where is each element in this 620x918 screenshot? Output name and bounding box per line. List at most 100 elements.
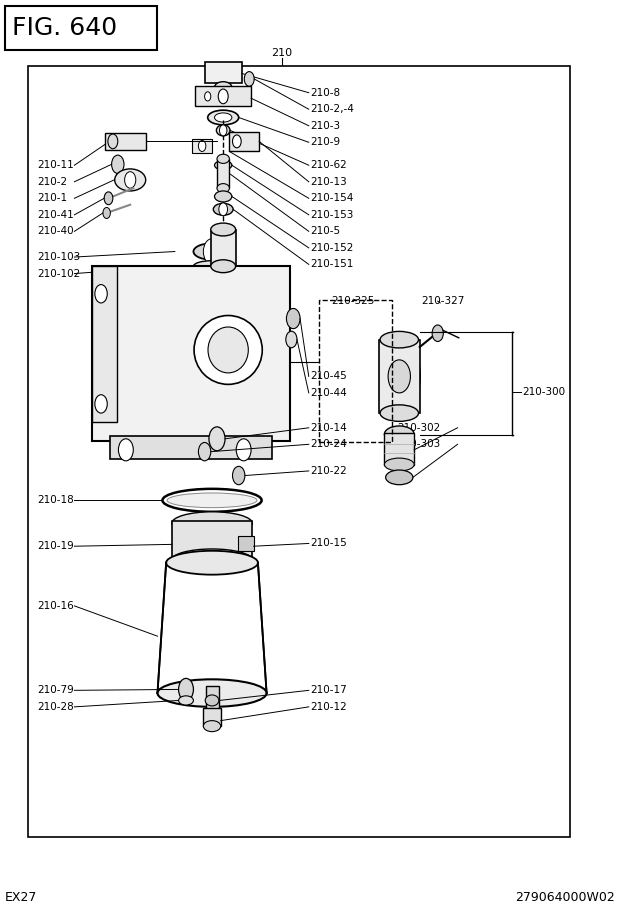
Circle shape: [205, 92, 211, 101]
Circle shape: [232, 135, 241, 148]
Ellipse shape: [211, 260, 236, 273]
Text: 210-9: 210-9: [310, 138, 340, 147]
Text: 210-24: 210-24: [310, 440, 347, 449]
Text: 210-19: 210-19: [37, 542, 74, 551]
Circle shape: [219, 203, 228, 216]
Circle shape: [125, 172, 136, 188]
Bar: [205, 62, 242, 83]
Circle shape: [219, 125, 227, 136]
Bar: [195, 86, 251, 106]
Circle shape: [103, 207, 110, 218]
Text: 210-11: 210-11: [37, 161, 74, 170]
Text: 210-5: 210-5: [310, 227, 340, 236]
Bar: [203, 708, 221, 726]
Text: 210-62: 210-62: [310, 161, 347, 170]
Ellipse shape: [208, 110, 239, 125]
Ellipse shape: [179, 696, 193, 705]
Text: 279064000W02: 279064000W02: [515, 891, 615, 904]
Ellipse shape: [205, 695, 219, 706]
Bar: [379, 340, 420, 413]
Ellipse shape: [217, 154, 229, 163]
Ellipse shape: [167, 493, 257, 508]
Circle shape: [95, 395, 107, 413]
Bar: [110, 436, 272, 459]
Ellipse shape: [216, 125, 230, 136]
Bar: [192, 139, 212, 153]
Text: 210-2,-4: 210-2,-4: [310, 105, 354, 114]
Circle shape: [209, 427, 225, 451]
Circle shape: [104, 192, 113, 205]
Text: 210-102: 210-102: [37, 269, 81, 278]
Circle shape: [286, 331, 297, 348]
Text: 210-28: 210-28: [37, 702, 74, 711]
Text: 210-18: 210-18: [37, 496, 74, 505]
Ellipse shape: [215, 191, 232, 202]
Text: 210-41: 210-41: [37, 210, 74, 219]
Bar: [172, 521, 252, 560]
Text: 210-153: 210-153: [310, 210, 353, 219]
Ellipse shape: [217, 184, 229, 193]
Bar: [5, 6, 157, 50]
Text: 210-15: 210-15: [310, 539, 347, 548]
Circle shape: [198, 140, 206, 151]
Ellipse shape: [193, 243, 231, 260]
Text: 210-16: 210-16: [37, 601, 74, 610]
Bar: [384, 433, 414, 465]
Bar: [157, 563, 267, 693]
Ellipse shape: [215, 82, 232, 93]
Ellipse shape: [208, 327, 248, 373]
Circle shape: [218, 89, 228, 104]
Text: 210-44: 210-44: [310, 388, 347, 397]
Circle shape: [118, 439, 133, 461]
Text: 210-40: 210-40: [37, 227, 74, 236]
Text: 210-327: 210-327: [422, 297, 465, 306]
Circle shape: [112, 155, 124, 174]
Ellipse shape: [384, 426, 414, 442]
Text: 210-151: 210-151: [310, 260, 353, 269]
Ellipse shape: [215, 161, 232, 170]
Ellipse shape: [193, 261, 231, 272]
Bar: [229, 132, 259, 151]
Ellipse shape: [203, 721, 221, 732]
Circle shape: [388, 360, 410, 393]
Circle shape: [286, 308, 300, 329]
Ellipse shape: [115, 169, 146, 191]
Text: 210-2: 210-2: [37, 177, 68, 186]
Bar: [319, 300, 392, 442]
Text: 210: 210: [272, 49, 293, 58]
Bar: [92, 266, 290, 441]
Circle shape: [236, 439, 251, 461]
Circle shape: [108, 134, 118, 149]
Text: 210-45: 210-45: [310, 372, 347, 381]
Circle shape: [203, 239, 221, 264]
Circle shape: [232, 466, 245, 485]
Text: EX27: EX27: [5, 891, 37, 904]
Text: 210-325: 210-325: [332, 297, 375, 306]
Text: 210-79: 210-79: [37, 686, 74, 695]
Bar: [206, 686, 219, 711]
Text: 210-8: 210-8: [310, 88, 340, 97]
Ellipse shape: [380, 331, 419, 348]
Text: 210-22: 210-22: [310, 466, 347, 476]
Bar: [238, 536, 254, 551]
Ellipse shape: [172, 511, 252, 534]
Text: 210-303: 210-303: [397, 440, 440, 449]
Bar: [92, 266, 117, 422]
Ellipse shape: [380, 405, 419, 421]
Circle shape: [95, 285, 107, 303]
Ellipse shape: [379, 339, 420, 414]
Circle shape: [198, 442, 211, 461]
Ellipse shape: [194, 316, 262, 385]
Text: FIG. 640: FIG. 640: [12, 17, 118, 40]
Text: 210-300: 210-300: [522, 387, 565, 397]
Text: 210-154: 210-154: [310, 194, 353, 203]
Text: 210-103: 210-103: [37, 252, 81, 262]
Bar: [211, 230, 236, 266]
Ellipse shape: [386, 470, 413, 485]
Text: 210-13: 210-13: [310, 177, 347, 186]
Text: 210-12: 210-12: [310, 702, 347, 711]
Ellipse shape: [384, 458, 414, 471]
Circle shape: [432, 325, 443, 341]
Circle shape: [244, 72, 254, 86]
Ellipse shape: [211, 223, 236, 236]
